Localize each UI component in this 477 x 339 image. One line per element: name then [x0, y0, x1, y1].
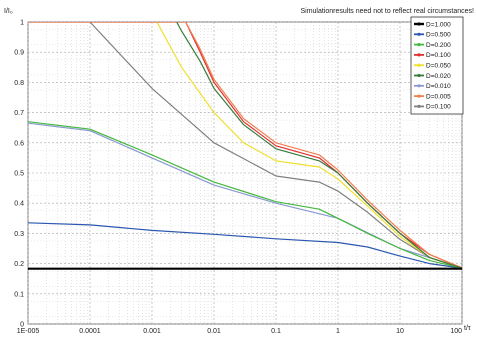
y-tick-label: 0.4	[14, 201, 24, 208]
y-tick-labels: 0 0.1 0.2 0.3 0.4 0.5 0.6 0.7 0.8 0.9 1	[14, 20, 24, 329]
y-tick-label: 0.9	[14, 50, 24, 57]
legend-entry: D=0.100	[426, 52, 451, 59]
y-tick-label: 0.3	[14, 231, 24, 238]
y-axis-label: I/I₀	[4, 8, 13, 15]
x-tick-label: 0.1	[271, 328, 281, 335]
legend: D=1.000 D=0.500 D=0.200 D=0.100 D=0.050 D=0.0…	[410, 16, 464, 115]
x-tick-label: 0.001	[143, 328, 161, 335]
y-tick-label: 0.2	[14, 261, 24, 268]
y-tick-label: 0.6	[14, 140, 24, 147]
series-line-5	[176, 22, 462, 269]
legend-entry: D=0.020	[426, 73, 451, 80]
legend-marker	[417, 43, 421, 47]
series-line-1	[28, 222, 462, 269]
legend-entry: D=0.005	[426, 93, 451, 100]
x-tick-label: 100	[450, 328, 462, 335]
y-tick-label: 0	[20, 322, 24, 329]
x-tick-label: 0.01	[207, 328, 221, 335]
legend-entry: D=0.050	[426, 63, 451, 70]
legend-marker	[417, 84, 421, 88]
legend-marker	[417, 73, 421, 78]
x-axis-label: t/τ	[464, 325, 471, 332]
x-tick-label: 10	[396, 328, 404, 335]
legend-marker	[417, 104, 421, 108]
x-tick-label: 1E-005	[17, 328, 40, 335]
major-grid	[27, 21, 463, 325]
y-tick-label: 0.8	[14, 80, 24, 87]
x-tick-label: 0.0001	[79, 328, 101, 335]
y-tick-label: 0.1	[14, 291, 24, 298]
legend-entry: D=0.010	[426, 83, 451, 90]
legend-entry: D=0.500	[426, 32, 451, 39]
legend-entry: D=0.200	[426, 42, 451, 49]
series-group	[28, 22, 462, 270]
legend-marker	[417, 22, 421, 26]
y-tick-label: 0.7	[14, 110, 24, 117]
series-line-7	[28, 22, 462, 269]
legend-marker	[417, 94, 421, 98]
x-tick-label: 1	[336, 328, 340, 335]
x-tick-labels: 1E-005 0.0001 0.001 0.01 0.1 1 10 100	[17, 328, 462, 335]
legend-marker	[417, 32, 421, 36]
legend-marker	[417, 63, 421, 67]
legend-marker	[417, 53, 421, 57]
legend-entry: D=1.000	[426, 21, 451, 28]
series-line-2	[28, 121, 462, 269]
series-line-8	[89, 22, 462, 269]
legend-entry: D=0.100	[426, 104, 451, 111]
y-tick-label: 0.5	[14, 171, 24, 178]
y-tick-label: 1	[20, 20, 24, 27]
series-line-4	[156, 22, 462, 269]
simulation-note: Simulationresults need not to reflect re…	[300, 8, 474, 15]
